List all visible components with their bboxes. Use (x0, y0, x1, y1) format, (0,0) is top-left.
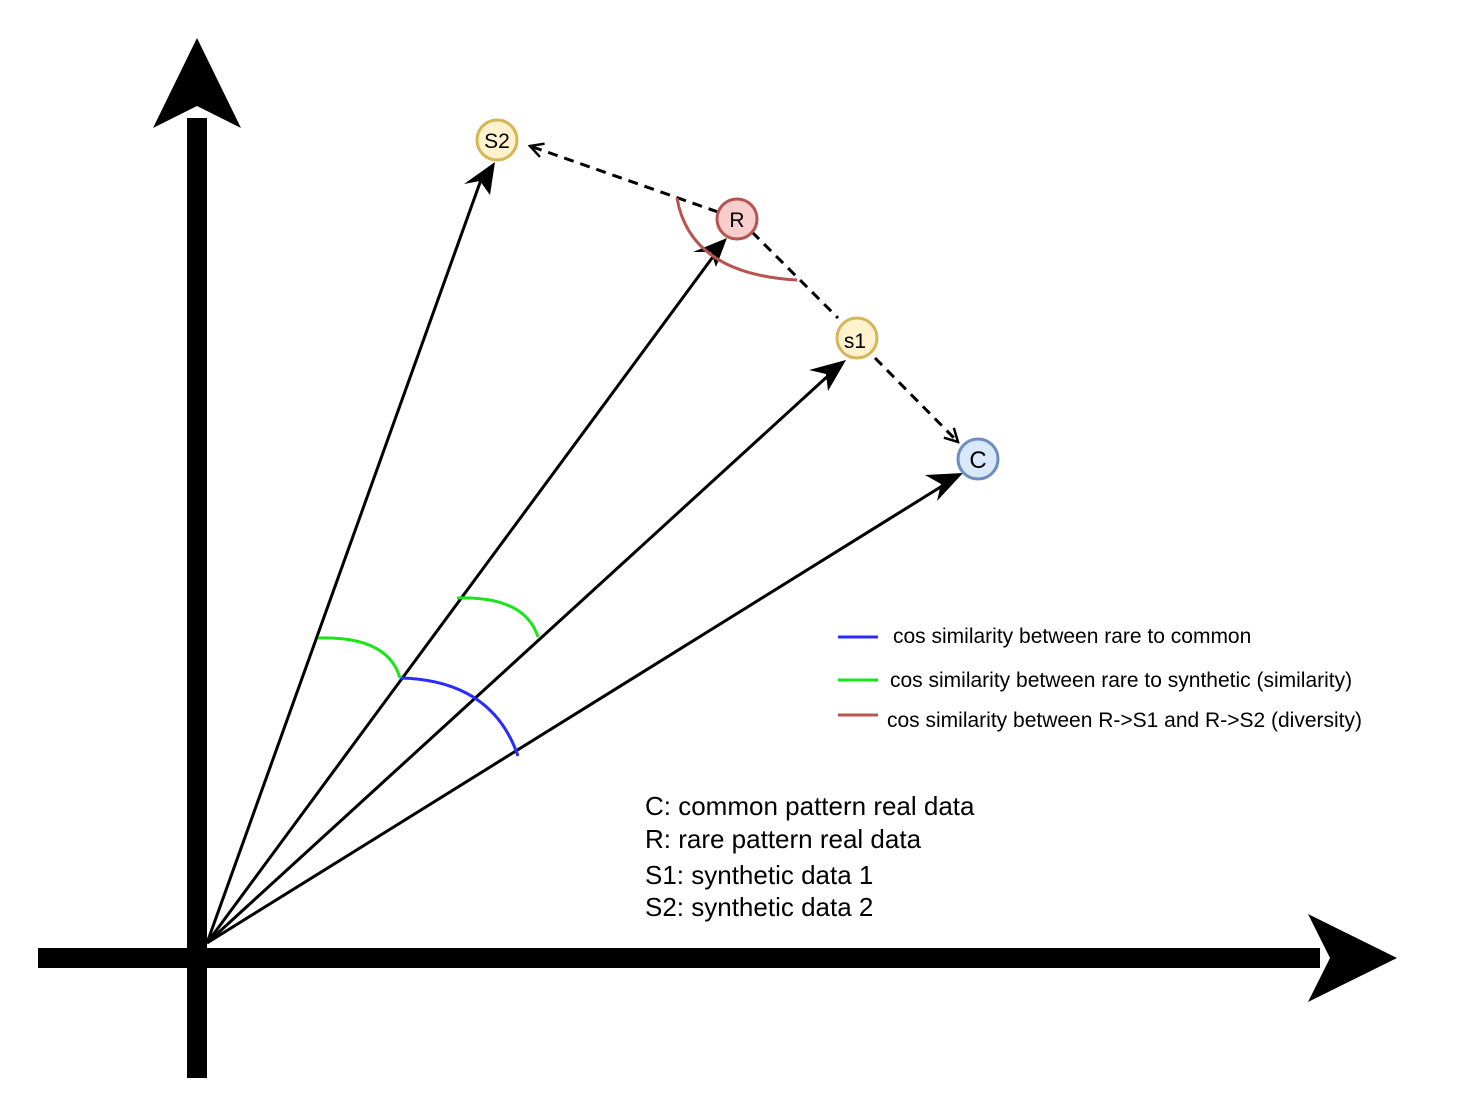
dashed-r-to-c (750, 230, 958, 442)
axes (38, 38, 1397, 1078)
node-r: R (715, 197, 759, 241)
arc-rare-s1 (456, 596, 540, 638)
vector-s2 (205, 176, 484, 944)
node-s1: s1 (835, 316, 879, 360)
vector-c-arrowhead (925, 473, 963, 501)
key-line-c: C: common pattern real data (645, 791, 975, 821)
node-c-label: C (969, 447, 986, 474)
y-axis-arrowhead (153, 38, 241, 128)
node-s1-label: s1 (844, 330, 866, 353)
arc-diversity (675, 197, 798, 282)
node-s2: S2 (475, 118, 519, 162)
vector-s1-arrowhead (809, 360, 846, 391)
legend-text-rare-synthetic: cos similarity between rare to synthetic… (890, 669, 1352, 692)
legend: cos similarity between rare to common co… (838, 625, 1362, 732)
vector-s1 (205, 372, 832, 945)
legend-text-rare-common: cos similarity between rare to common (893, 625, 1251, 648)
node-s1-circle (835, 316, 879, 360)
node-s2-circle (475, 118, 519, 162)
dashed-connectors (530, 146, 958, 442)
node-c: C (956, 437, 1000, 481)
arc-rare-s2 (317, 636, 402, 679)
key-line-s1: S1: synthetic data 1 (645, 860, 873, 890)
vector-c (206, 481, 948, 945)
node-s2-label: S2 (484, 130, 510, 153)
x-axis-arrowhead (1308, 914, 1397, 1002)
key: C: common pattern real data R: rare patt… (645, 791, 975, 922)
node-r-label: R (729, 209, 744, 232)
key-line-s2: S2: synthetic data 2 (645, 892, 873, 922)
arc-rare-common (399, 676, 520, 757)
vector-s2-arrowhead (464, 162, 495, 195)
node-c-circle (956, 437, 1000, 481)
legend-text-diversity: cos similarity between R->S1 and R->S2 (… (887, 709, 1362, 732)
dashed-r-to-s2 (530, 146, 719, 214)
key-line-r: R: rare pattern real data (645, 824, 922, 854)
node-r-circle (715, 197, 759, 241)
angle-arcs (317, 197, 798, 757)
